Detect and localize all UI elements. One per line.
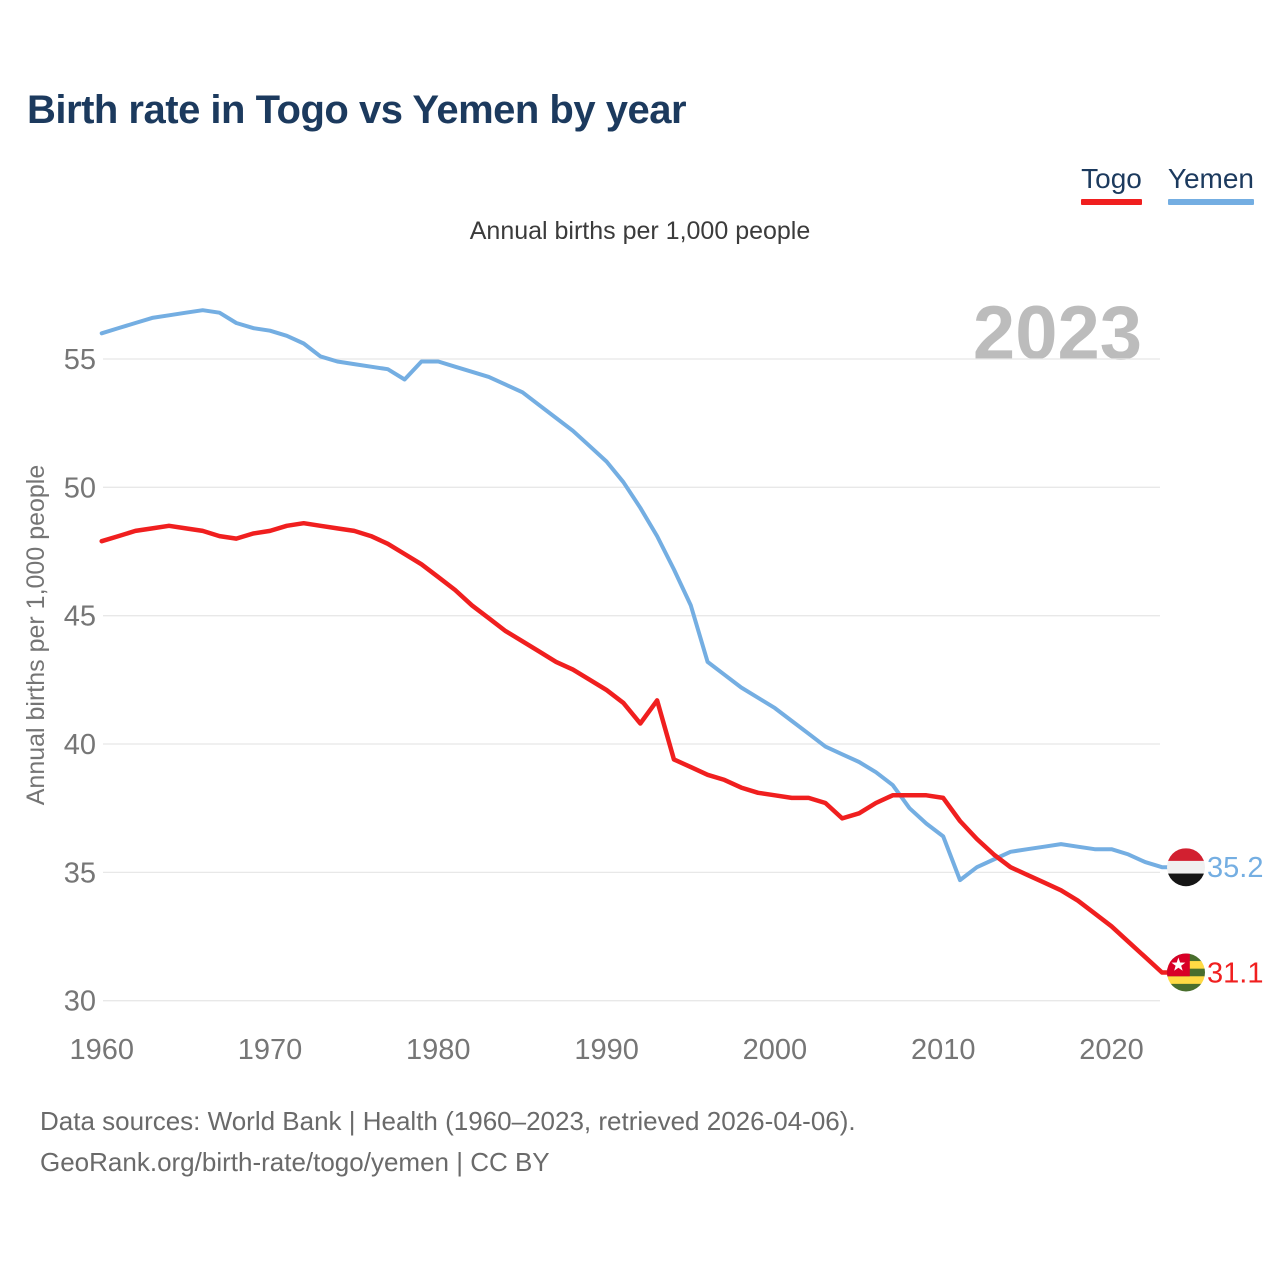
legend-item-yemen[interactable]: Yemen xyxy=(1167,163,1254,205)
x-axis-tick-label: 1990 xyxy=(574,1034,639,1066)
page-title: Birth rate in Togo vs Yemen by year xyxy=(27,88,687,132)
yemen-flag-icon xyxy=(1167,848,1205,887)
x-axis-tick-label: 2020 xyxy=(1079,1034,1144,1066)
x-axis-tick-label: 1980 xyxy=(406,1034,471,1066)
data-sources-line: Data sources: World Bank | Health (1960–… xyxy=(40,1106,856,1136)
legend-item-togo[interactable]: Togo xyxy=(1081,163,1142,205)
chart-subtitle: Annual births per 1,000 people xyxy=(469,217,811,245)
y-axis-tick-label: 45 xyxy=(64,601,96,633)
legend-label-yemen: Yemen xyxy=(1167,163,1254,194)
yemen-end-value-label: 35.2 xyxy=(1207,852,1263,884)
y-axis-tick-label: 35 xyxy=(64,857,96,889)
legend-label-togo: Togo xyxy=(1081,163,1142,194)
x-axis-tick-label: 1960 xyxy=(69,1034,134,1066)
legend-color-bar-togo xyxy=(1081,199,1142,205)
footer: Data sources: World Bank | Health (1960–… xyxy=(40,1101,856,1183)
attribution-line: GeoRank.org/birth-rate/togo/yemen | CC B… xyxy=(40,1147,550,1177)
y-axis-tick-label: 50 xyxy=(64,472,96,504)
x-axis-tick-label: 1970 xyxy=(238,1034,303,1066)
y-axis-tick-label: 40 xyxy=(64,729,96,761)
watermark-year: 2023 xyxy=(973,291,1142,376)
x-axis-tick-label: 2000 xyxy=(743,1034,808,1066)
legend-color-bar-yemen xyxy=(1167,199,1254,205)
yemen-line xyxy=(99,308,1169,883)
togo-flag-icon xyxy=(1167,953,1205,992)
togo-line xyxy=(99,520,1170,975)
togo-end-value-label: 31.1 xyxy=(1207,958,1263,990)
y-axis-tick-label: 55 xyxy=(64,344,96,376)
y-axis-title: Annual births per 1,000 people xyxy=(22,465,50,806)
y-axis-tick-label: 30 xyxy=(64,986,96,1018)
x-axis-tick-label: 2010 xyxy=(911,1034,976,1066)
legend: Togo Yemen xyxy=(1081,163,1254,205)
